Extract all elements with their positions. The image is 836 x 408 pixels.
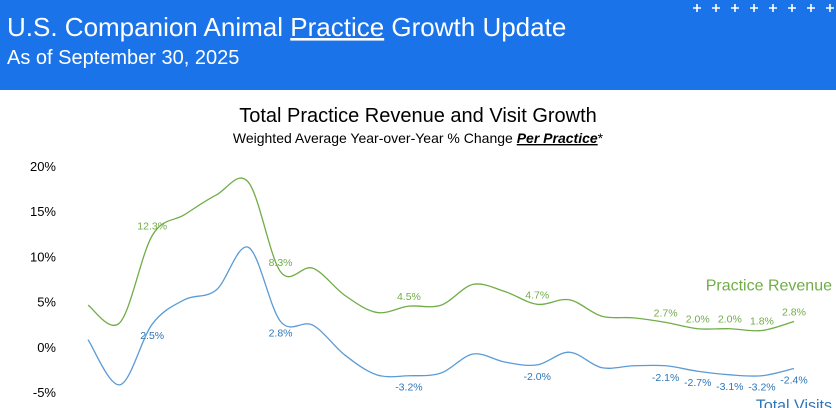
header-band — [0, 0, 836, 90]
data-label: 2.0% — [718, 314, 742, 326]
chart-title: Total Practice Revenue and Visit Growth — [239, 105, 597, 127]
chart-subtitle: Weighted Average Year-over-Year % Change… — [233, 130, 604, 146]
data-label: -2.7% — [684, 377, 711, 389]
data-label: 2.5% — [140, 330, 164, 342]
legend-label: Total Visits — [756, 397, 832, 408]
header-title-part: U.S. Companion Animal — [7, 12, 283, 42]
data-label: 2.0% — [686, 314, 710, 326]
data-label: 4.5% — [397, 291, 421, 303]
line — [87, 177, 795, 332]
decor-plus — [693, 4, 834, 12]
header-subtitle: As of September 30, 2025 — [7, 47, 239, 69]
data-label: 12.3% — [137, 221, 167, 233]
data-label: 4.7% — [525, 289, 549, 301]
legend-label: Practice Revenue — [706, 277, 832, 294]
data-label: -3.2% — [748, 382, 775, 394]
header-title: U.S. Companion Animal Practice Growth Up… — [7, 12, 566, 42]
data-label: 2.8% — [782, 306, 806, 318]
data-label: -3.1% — [716, 381, 743, 393]
y-tick-label: 20% — [30, 159, 56, 174]
data-label: 8.3% — [269, 257, 293, 269]
y-tick-label: -5% — [33, 385, 57, 400]
subtitle-part: Weighted Average Year-over-Year % Change — [233, 130, 513, 146]
header-title-part: Practice — [290, 12, 384, 42]
data-label: -3.2% — [395, 382, 422, 394]
y-tick-label: 15% — [30, 204, 56, 219]
subtitle-mark: * — [598, 130, 604, 146]
data-label: -2.1% — [652, 372, 679, 384]
data-label: -2.4% — [780, 374, 807, 386]
data-label: 2.8% — [269, 327, 293, 339]
header-title-part: Growth Update — [391, 12, 566, 42]
line — [87, 246, 795, 386]
y-tick-label: 0% — [37, 340, 56, 355]
subtitle-emphasis: Per Practice — [517, 130, 598, 146]
data-label: 2.7% — [654, 307, 678, 319]
data-label: -2.0% — [524, 371, 551, 383]
y-tick-label: 5% — [37, 295, 56, 310]
plus-signs — [693, 4, 834, 12]
data-label: 1.8% — [750, 316, 774, 328]
y-tick-label: 10% — [30, 249, 56, 264]
